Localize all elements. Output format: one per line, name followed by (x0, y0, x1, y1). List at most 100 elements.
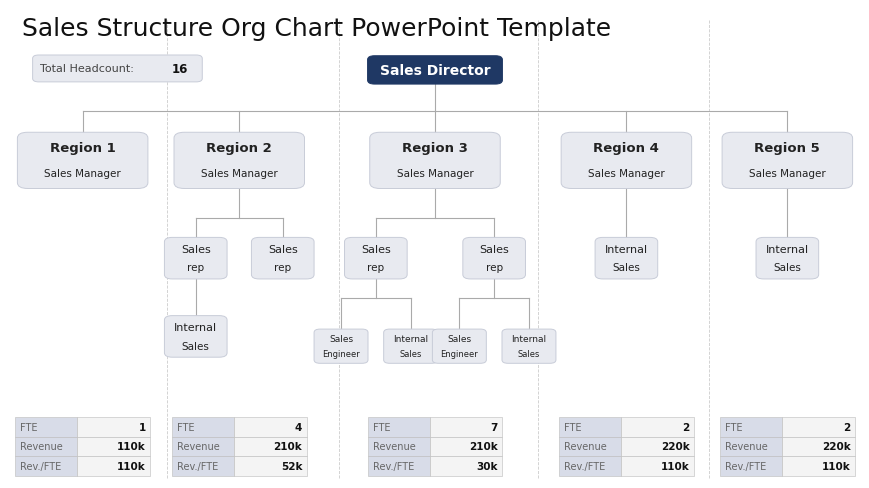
FancyBboxPatch shape (16, 456, 77, 476)
Text: Sales Director: Sales Director (379, 64, 490, 78)
FancyBboxPatch shape (77, 456, 150, 476)
Text: Sales Manager: Sales Manager (748, 168, 825, 179)
FancyBboxPatch shape (558, 456, 620, 476)
Text: Region 5: Region 5 (753, 142, 819, 155)
Text: 210k: 210k (468, 442, 497, 451)
FancyBboxPatch shape (755, 238, 818, 279)
Text: FTE: FTE (21, 422, 38, 432)
FancyBboxPatch shape (367, 417, 429, 437)
FancyBboxPatch shape (620, 417, 693, 437)
FancyBboxPatch shape (172, 437, 234, 456)
Text: 220k: 220k (820, 442, 850, 451)
Text: Internal: Internal (604, 244, 647, 255)
FancyBboxPatch shape (429, 437, 502, 456)
FancyBboxPatch shape (234, 437, 307, 456)
Text: 2: 2 (842, 422, 850, 432)
FancyBboxPatch shape (164, 238, 227, 279)
Text: Sales: Sales (181, 244, 210, 255)
Text: Sales: Sales (361, 244, 390, 255)
Text: 7: 7 (490, 422, 497, 432)
Text: rep: rep (274, 263, 291, 273)
Text: FTE: FTE (564, 422, 581, 432)
FancyBboxPatch shape (164, 316, 227, 357)
FancyBboxPatch shape (558, 417, 620, 437)
Text: 110k: 110k (116, 442, 145, 451)
Text: Internal: Internal (393, 334, 428, 344)
Text: rep: rep (367, 263, 384, 273)
Text: Region 1: Region 1 (50, 142, 116, 155)
Text: Sales Manager: Sales Manager (44, 168, 121, 179)
FancyBboxPatch shape (720, 417, 781, 437)
Text: 210k: 210k (273, 442, 302, 451)
Text: Sales Manager: Sales Manager (587, 168, 664, 179)
Text: 4: 4 (295, 422, 302, 432)
Text: Sales: Sales (328, 334, 353, 344)
Text: Sales: Sales (517, 349, 540, 359)
Text: 2: 2 (681, 422, 688, 432)
FancyBboxPatch shape (367, 456, 429, 476)
Text: Engineer: Engineer (440, 349, 478, 359)
Text: rep: rep (187, 263, 204, 273)
Text: Sales: Sales (399, 349, 421, 359)
Text: FTE: FTE (177, 422, 195, 432)
FancyBboxPatch shape (501, 329, 555, 364)
Text: 110k: 110k (116, 461, 145, 471)
Text: Revenue: Revenue (21, 442, 63, 451)
Text: Sales Structure Org Chart PowerPoint Template: Sales Structure Org Chart PowerPoint Tem… (22, 17, 610, 41)
FancyBboxPatch shape (174, 133, 304, 189)
Text: rep: rep (485, 263, 502, 273)
FancyBboxPatch shape (17, 133, 148, 189)
Text: Rev./FTE: Rev./FTE (564, 461, 605, 471)
FancyBboxPatch shape (172, 417, 234, 437)
Text: Rev./FTE: Rev./FTE (725, 461, 766, 471)
Text: Engineer: Engineer (322, 349, 360, 359)
Text: 1: 1 (138, 422, 145, 432)
FancyBboxPatch shape (558, 437, 620, 456)
FancyBboxPatch shape (462, 238, 525, 279)
FancyBboxPatch shape (781, 417, 854, 437)
FancyBboxPatch shape (234, 417, 307, 437)
Text: Revenue: Revenue (177, 442, 220, 451)
Text: Revenue: Revenue (373, 442, 415, 451)
Text: Internal: Internal (511, 334, 546, 344)
FancyBboxPatch shape (16, 417, 77, 437)
FancyBboxPatch shape (429, 456, 502, 476)
FancyBboxPatch shape (77, 417, 150, 437)
FancyBboxPatch shape (721, 133, 852, 189)
Text: Internal: Internal (765, 244, 808, 255)
Text: Region 3: Region 3 (401, 142, 468, 155)
Text: Region 2: Region 2 (206, 142, 272, 155)
Text: 30k: 30k (476, 461, 497, 471)
Text: Total Headcount:: Total Headcount: (40, 64, 133, 74)
Text: Sales: Sales (182, 341, 209, 351)
Text: Rev./FTE: Rev./FTE (373, 461, 414, 471)
FancyBboxPatch shape (720, 456, 781, 476)
Text: Internal: Internal (174, 323, 217, 333)
Text: FTE: FTE (725, 422, 742, 432)
FancyBboxPatch shape (251, 238, 314, 279)
FancyBboxPatch shape (620, 456, 693, 476)
Text: Sales: Sales (268, 244, 297, 255)
FancyBboxPatch shape (432, 329, 486, 364)
Text: Sales: Sales (479, 244, 508, 255)
FancyBboxPatch shape (561, 133, 691, 189)
Text: Rev./FTE: Rev./FTE (177, 461, 218, 471)
FancyBboxPatch shape (77, 437, 150, 456)
FancyBboxPatch shape (781, 437, 854, 456)
Text: Sales: Sales (773, 263, 800, 273)
FancyBboxPatch shape (369, 133, 500, 189)
Text: Sales Manager: Sales Manager (201, 168, 277, 179)
FancyBboxPatch shape (383, 329, 437, 364)
FancyBboxPatch shape (429, 417, 502, 437)
Text: Sales Manager: Sales Manager (396, 168, 473, 179)
FancyBboxPatch shape (620, 437, 693, 456)
FancyBboxPatch shape (172, 456, 234, 476)
FancyBboxPatch shape (367, 437, 429, 456)
Text: Revenue: Revenue (564, 442, 607, 451)
Text: Region 4: Region 4 (593, 142, 659, 155)
Text: 16: 16 (172, 63, 188, 76)
FancyBboxPatch shape (594, 238, 657, 279)
Text: Rev./FTE: Rev./FTE (21, 461, 62, 471)
FancyBboxPatch shape (33, 56, 202, 82)
Text: FTE: FTE (373, 422, 390, 432)
